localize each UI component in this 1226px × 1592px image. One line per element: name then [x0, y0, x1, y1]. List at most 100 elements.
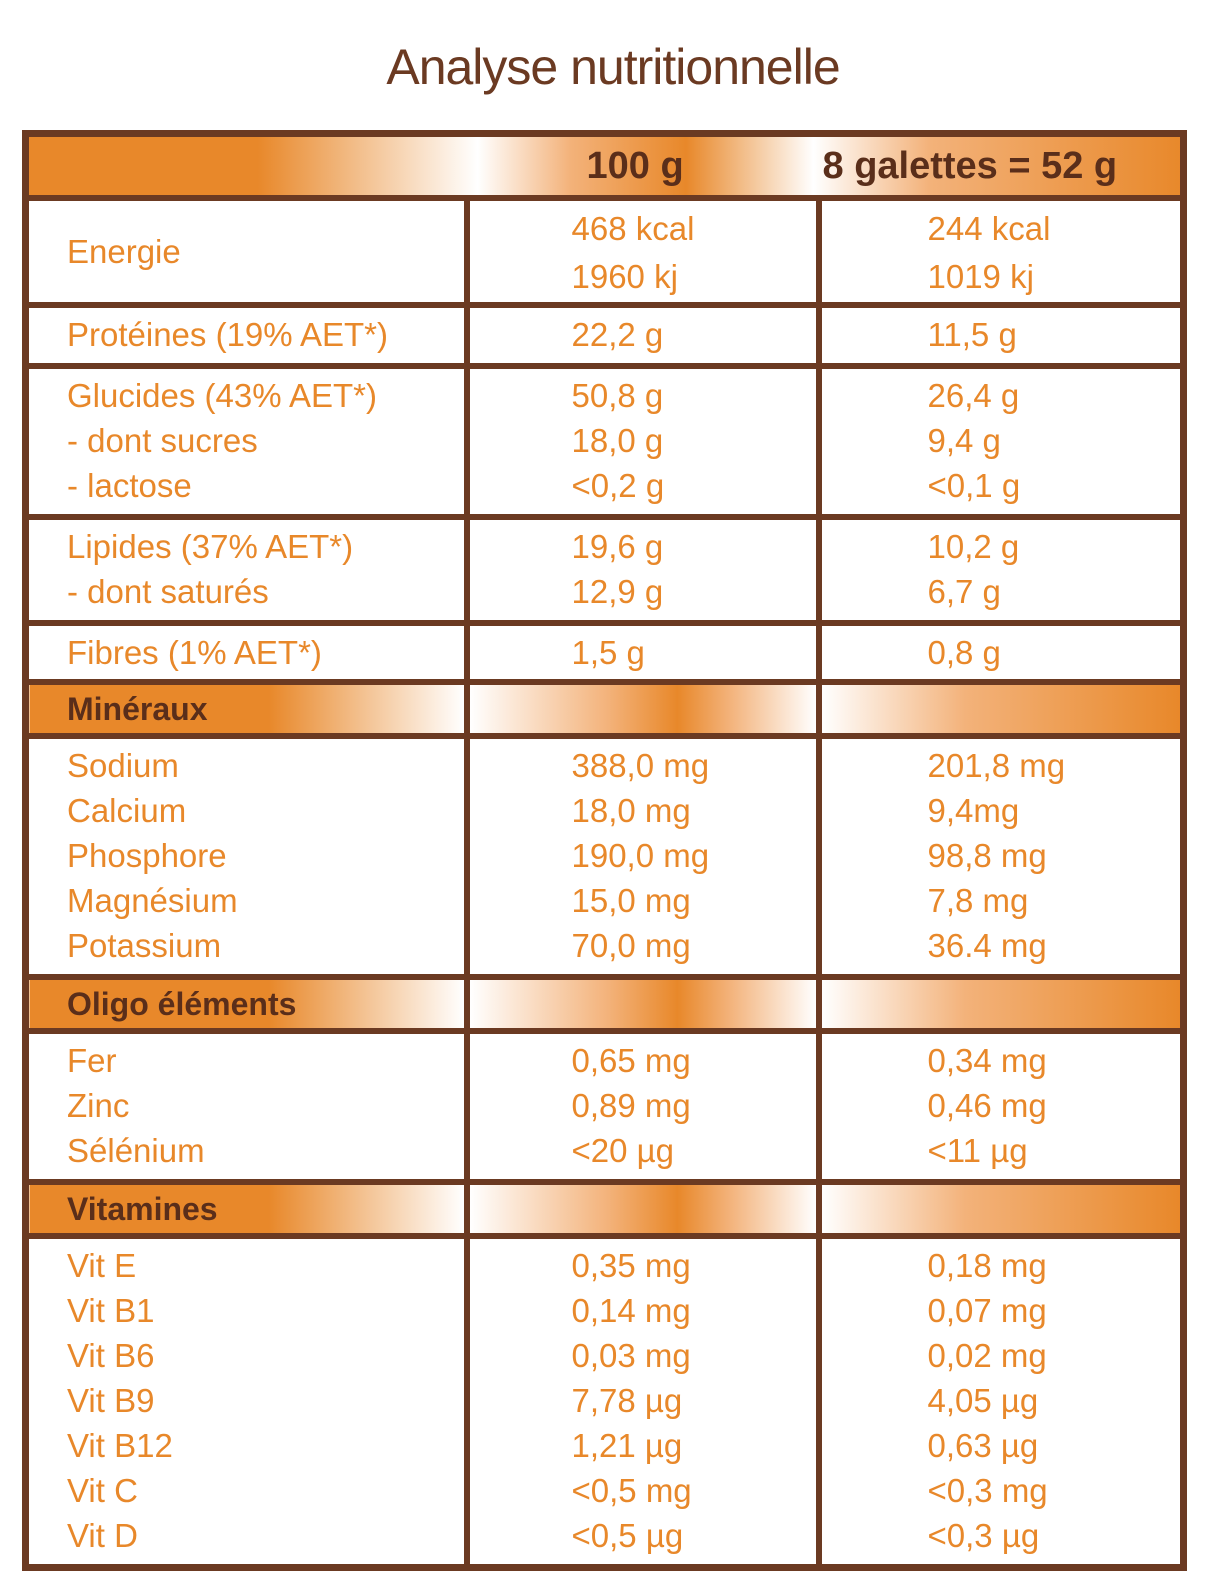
- values-100g: 388,0 mg 18,0 mg 190,0 mg 15,0 mg 70,0 mg: [463, 733, 822, 980]
- values-portion: 26,4 g 9,4 g <0,1 g: [815, 363, 1187, 520]
- value-line: 98,8 mg: [927, 837, 1047, 874]
- values-portion: 0,18 mg 0,07 mg 0,02 mg 4,05 µg 0,63 µg <0,3 …: [815, 1233, 1187, 1571]
- section-header-oligo: Oligo éléments: [22, 974, 1187, 1034]
- value-line: Vit B12: [67, 1427, 173, 1464]
- value-line: Vit D: [67, 1517, 138, 1554]
- row-vitamines: Vit E Vit B1 Vit B6 Vit B9 Vit B12 Vit C Vit D…: [22, 1233, 1187, 1571]
- values-100g: 50,8 g 18,0 g <0,2 g: [463, 363, 822, 520]
- value-line: Protéines (19% AET*): [67, 316, 388, 353]
- header-portion: 8 galettes = 52 g: [818, 130, 1184, 201]
- value-line: Vit B9: [67, 1382, 155, 1419]
- value-line: 0,14 mg: [571, 1292, 691, 1329]
- value-line: Vit E: [67, 1247, 137, 1284]
- value-line: 388,0 mg: [571, 747, 710, 784]
- value-line: 26,4 g: [927, 377, 1020, 414]
- value-line: 18,0 mg: [571, 792, 691, 829]
- value-line: Phosphore: [67, 837, 227, 874]
- row-labels: Vit E Vit B1 Vit B6 Vit B9 Vit B12 Vit C Vit D: [22, 1233, 470, 1571]
- value-line: 244 kcal: [927, 210, 1051, 247]
- values-100g: 22,2 g: [463, 302, 822, 369]
- page-title: Analyse nutritionnelle: [386, 39, 840, 95]
- value-line: 9,4mg: [927, 792, 1020, 829]
- values-portion: 0,8 g: [815, 620, 1187, 685]
- section-fill: [463, 679, 822, 739]
- value-line: Sodium: [67, 747, 179, 784]
- values-portion: 244 kcal 1019 kj: [815, 195, 1187, 308]
- row-labels: Lipides (37% AET*) - dont saturés: [22, 514, 470, 626]
- value-line: Sélénium: [67, 1132, 205, 1169]
- section-header-vitamines: Vitamines: [22, 1179, 1187, 1239]
- value-line: 9,4 g: [927, 422, 1001, 459]
- row-labels: Sodium Calcium Phosphore Magnésium Potassium: [22, 733, 470, 980]
- values-portion: 0,34 mg 0,46 mg <11 µg: [815, 1028, 1187, 1185]
- section-fill: [815, 679, 1187, 739]
- row-glucides: Glucides (43% AET*) - dont sucres - lactos…: [22, 363, 1187, 520]
- value-line: 0,65 mg: [571, 1042, 691, 1079]
- value-line: 22,2 g: [571, 316, 664, 353]
- row-labels: Protéines (19% AET*): [22, 302, 470, 369]
- value-line: <20 µg: [571, 1132, 675, 1169]
- value-line: 0,07 mg: [927, 1292, 1047, 1329]
- value-line: 10,2 g: [927, 528, 1020, 565]
- value-line: - lactose: [67, 467, 192, 504]
- section-title: Oligo éléments: [22, 974, 470, 1034]
- value-line: 12,9 g: [571, 573, 664, 610]
- section-fill: [815, 1179, 1187, 1239]
- value-line: 0,18 mg: [927, 1247, 1047, 1284]
- value-line: 0,46 mg: [927, 1087, 1047, 1124]
- value-line: Vit C: [67, 1472, 138, 1509]
- value-line: Fer: [67, 1042, 117, 1079]
- value-line: 36.4 mg: [927, 927, 1047, 964]
- row-oligo: Fer Zinc Sélénium 0,65 mg 0,89 mg <20 µg 0,34 …: [22, 1028, 1187, 1185]
- row-energie: Energie 468 kcal 1960 kj 244 kcal 1019 kj: [22, 195, 1187, 308]
- value-line: 6,7 g: [927, 573, 1001, 610]
- value-line: 1,21 µg: [571, 1427, 683, 1464]
- value-line: 1,5 g: [571, 634, 645, 671]
- value-line: Zinc: [67, 1087, 130, 1124]
- value-line: 4,05 µg: [927, 1382, 1039, 1419]
- value-line: 468 kcal: [571, 210, 695, 247]
- value-line: 7,78 µg: [571, 1382, 683, 1419]
- row-fibres: Fibres (1% AET*) 1,5 g 0,8 g: [22, 620, 1187, 685]
- values-100g: 0,35 mg 0,14 mg 0,03 mg 7,78 µg 1,21 µg <0,5 …: [463, 1233, 822, 1571]
- value-line: - dont saturés: [67, 573, 269, 610]
- value-line: <0,2 g: [571, 467, 665, 504]
- value-line: 11,5 g: [927, 316, 1017, 353]
- values-100g: 468 kcal 1960 kj: [463, 195, 822, 308]
- value-line: <0,5 µg: [571, 1517, 684, 1554]
- section-title: Vitamines: [22, 1179, 470, 1239]
- value-line: <0,1 g: [927, 467, 1021, 504]
- value-line: Potassium: [67, 927, 222, 964]
- value-line: Fibres (1% AET*): [67, 634, 322, 671]
- nutrition-table: 100 g 8 galettes = 52 g Energie 468 kcal…: [22, 130, 1187, 1571]
- value-line: 70,0 mg: [571, 927, 691, 964]
- value-line: 0,89 mg: [571, 1087, 691, 1124]
- row-labels: Fibres (1% AET*): [22, 620, 470, 685]
- value-line: Magnésium: [67, 882, 238, 919]
- value-line: - dont sucres: [67, 422, 258, 459]
- value-line: <0,3 µg: [927, 1517, 1040, 1554]
- value-line: 15,0 mg: [571, 882, 691, 919]
- value-line: 19,6 g: [571, 528, 664, 565]
- header-100g: 100 g: [466, 130, 819, 201]
- value-line: 0,02 mg: [927, 1337, 1047, 1374]
- values-100g: 1,5 g: [463, 620, 822, 685]
- value-line: Lipides (37% AET*): [67, 528, 354, 565]
- values-portion: 10,2 g 6,7 g: [815, 514, 1187, 626]
- value-line: 201,8 mg: [927, 747, 1066, 784]
- value-line: 0,8 g: [927, 634, 1001, 671]
- value-line: 190,0 mg: [571, 837, 710, 874]
- value-line: <0,5 mg: [571, 1472, 692, 1509]
- values-100g: 0,65 mg 0,89 mg <20 µg: [463, 1028, 822, 1185]
- value-line: 0,63 µg: [927, 1427, 1039, 1464]
- section-fill: [815, 974, 1187, 1034]
- header-row: 100 g 8 galettes = 52 g: [25, 130, 1184, 201]
- row-labels: Glucides (43% AET*) - dont sucres - lactos…: [22, 363, 470, 520]
- section-header-mineraux: Minéraux: [22, 679, 1187, 739]
- row-label: Energie: [22, 195, 470, 308]
- value-line: 7,8 mg: [927, 882, 1029, 919]
- value-line: Glucides (43% AET*): [67, 377, 377, 414]
- row-mineraux: Sodium Calcium Phosphore Magnésium Potassium…: [22, 733, 1187, 980]
- value-line: Calcium: [67, 792, 187, 829]
- section-fill: [463, 974, 822, 1034]
